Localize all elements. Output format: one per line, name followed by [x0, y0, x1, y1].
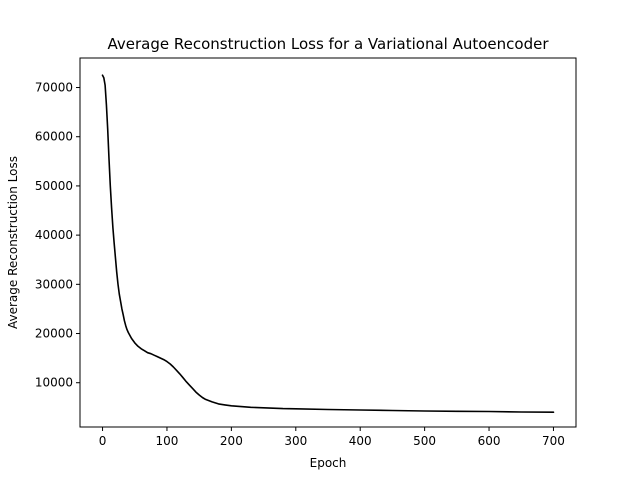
x-tick-label: 400: [349, 434, 372, 448]
y-tick-label: 60000: [35, 130, 73, 144]
y-tick-label: 50000: [35, 179, 73, 193]
x-tick-label: 500: [413, 434, 436, 448]
x-tick-label: 0: [99, 434, 107, 448]
x-tick-label: 700: [542, 434, 565, 448]
x-axis-label: Epoch: [310, 456, 347, 470]
plot-frame: [79, 57, 577, 428]
y-axis-label: Average Reconstruction Loss: [6, 156, 20, 329]
axis-ticks: 0 100 200 300 400 500 600 700 10000 20000 30000 400…: [35, 81, 565, 448]
x-tick-label: 200: [220, 434, 243, 448]
chart-title: Average Reconstruction Loss for a Variat…: [108, 35, 550, 53]
plot-area: [80, 58, 576, 427]
y-tick-label: 30000: [35, 277, 73, 291]
x-tick-label: 100: [156, 434, 179, 448]
y-tick-label: 20000: [35, 327, 73, 341]
x-tick-label: 300: [284, 434, 307, 448]
y-tick-label: 70000: [35, 81, 73, 95]
loss-series-line: [101, 74, 555, 414]
y-tick-label: 10000: [35, 376, 73, 390]
series-layer: [101, 74, 555, 414]
x-tick-label: 600: [478, 434, 501, 448]
y-tick-label: 40000: [35, 228, 73, 242]
